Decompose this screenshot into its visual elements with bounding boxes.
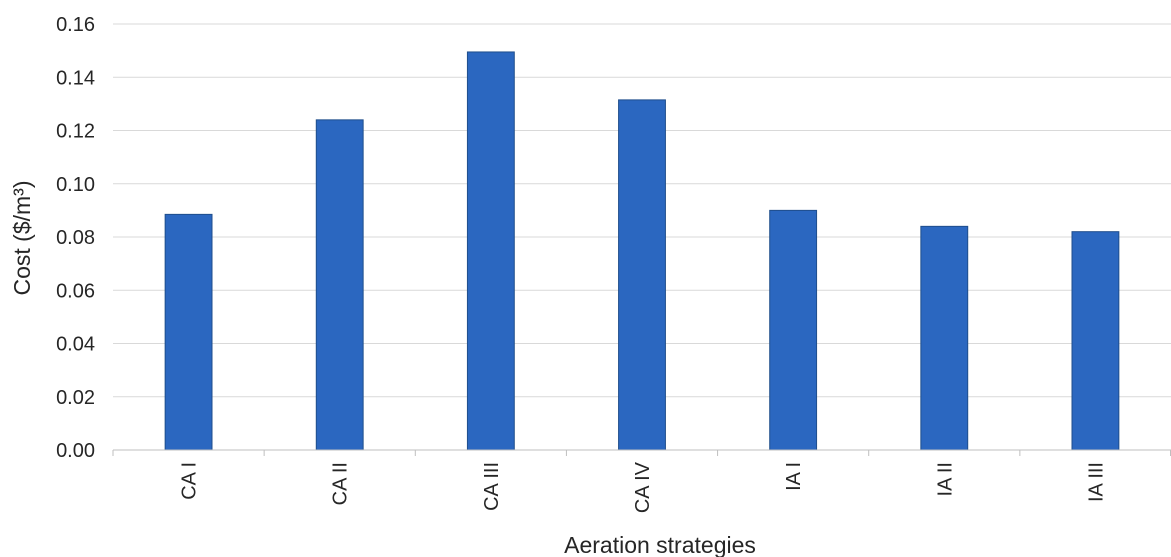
y-tick-label: 0.00 (56, 440, 95, 462)
bar-ca-ii (315, 119, 364, 451)
bar-ca-iii (466, 51, 515, 451)
y-tick-label: 0.14 (56, 67, 95, 89)
y-tick-label: 0.08 (56, 227, 95, 249)
y-tick-label: 0.16 (56, 14, 95, 36)
y-tick-label: 0.02 (56, 387, 95, 409)
x-tick-label: CA I (179, 462, 201, 500)
x-tick-label: IA II (934, 462, 956, 496)
bar-ia-ii (920, 225, 969, 451)
y-axis-title: Cost ($/m³) (9, 181, 35, 296)
x-tick-label: CA IV (632, 461, 654, 513)
x-tick-label: CA III (481, 462, 503, 511)
bar-ca-iv (618, 99, 666, 451)
y-tick-label: 0.12 (56, 121, 95, 143)
axes: 0.00 0.02 0.04 0.06 0.08 0.10 0.12 0.14 0.16 CA I… (56, 14, 1171, 513)
bars (164, 51, 1120, 451)
x-tick-label: IA III (1085, 462, 1107, 502)
x-tick-label: IA I (783, 462, 805, 491)
x-tick-label: CA II (330, 462, 352, 505)
y-tick-label: 0.10 (56, 174, 95, 196)
x-axis-title: Aeration strategies (564, 532, 756, 557)
bar-ia-i (769, 209, 818, 451)
bar-ca-i (164, 213, 213, 451)
y-tick-label: 0.04 (56, 334, 95, 356)
y-tick-label: 0.06 (56, 280, 95, 302)
bar-ia-iii (1071, 231, 1120, 451)
